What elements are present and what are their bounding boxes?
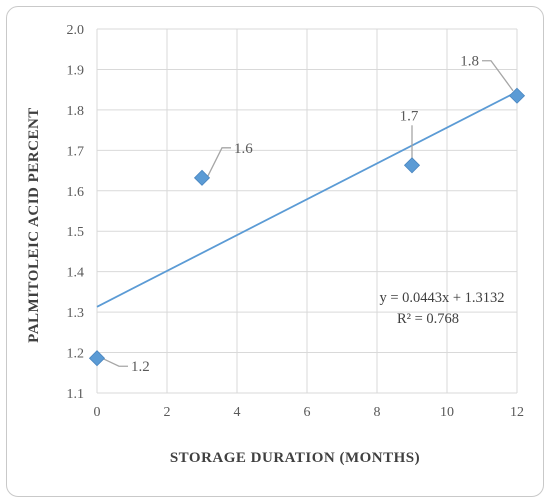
- y-axis-title: PALMITOLEIC ACID PERCENT: [26, 107, 42, 343]
- data-label: 1.7: [400, 108, 419, 124]
- label-leader-line: [482, 60, 514, 92]
- label-leader-line: [206, 147, 231, 179]
- x-tick-label: 2: [164, 405, 171, 420]
- y-tick-label: 1.5: [67, 225, 85, 240]
- trendline-r-squared: R² = 0.768: [397, 311, 459, 327]
- trendline: [96, 90, 518, 308]
- x-tick-label: 6: [304, 405, 311, 420]
- x-tick-label: 12: [510, 405, 524, 420]
- data-label: 1.8: [460, 54, 479, 70]
- data-point: [508, 87, 526, 104]
- data-point: [193, 169, 211, 186]
- y-tick-label: 2.0: [67, 23, 85, 38]
- chart-frame: [6, 6, 544, 497]
- y-tick-labels: 1.1 1.2 1.3 1.4 1.5 1.6 1.7 1.8 1.9 2.0: [67, 23, 85, 402]
- y-tick-label: 1.9: [67, 63, 85, 78]
- x-tick-labels: 0 2 4 6 8 10 12: [94, 405, 525, 420]
- y-tick-label: 1.7: [67, 144, 85, 159]
- data-labels: 1.2 1.6 1.7 1.8: [131, 54, 479, 375]
- y-tick-label: 1.8: [67, 104, 85, 119]
- x-axis-title: STORAGE DURATION (MONTHS): [170, 450, 420, 466]
- y-tick-label: 1.6: [67, 185, 85, 200]
- data-point: [88, 350, 106, 367]
- x-tick-label: 10: [440, 405, 454, 420]
- trendline-equation: y = 0.0443x + 1.3132: [379, 290, 504, 306]
- data-point: [403, 157, 421, 174]
- data-label: 1.2: [131, 359, 150, 375]
- label-leader-lines: [101, 60, 514, 367]
- data-points: [88, 87, 526, 367]
- data-label: 1.6: [234, 141, 253, 157]
- x-tick-label: 4: [234, 405, 241, 420]
- y-tick-label: 1.3: [67, 306, 85, 321]
- y-tick-label: 1.2: [67, 347, 85, 362]
- label-leader-line: [101, 357, 128, 367]
- gridlines: [96, 28, 518, 394]
- y-tick-label: 1.4: [67, 266, 85, 281]
- x-tick-label: 0: [94, 405, 101, 420]
- x-tick-label: 8: [374, 405, 381, 420]
- trendline-group: [96, 90, 518, 308]
- y-tick-label: 1.1: [67, 387, 85, 402]
